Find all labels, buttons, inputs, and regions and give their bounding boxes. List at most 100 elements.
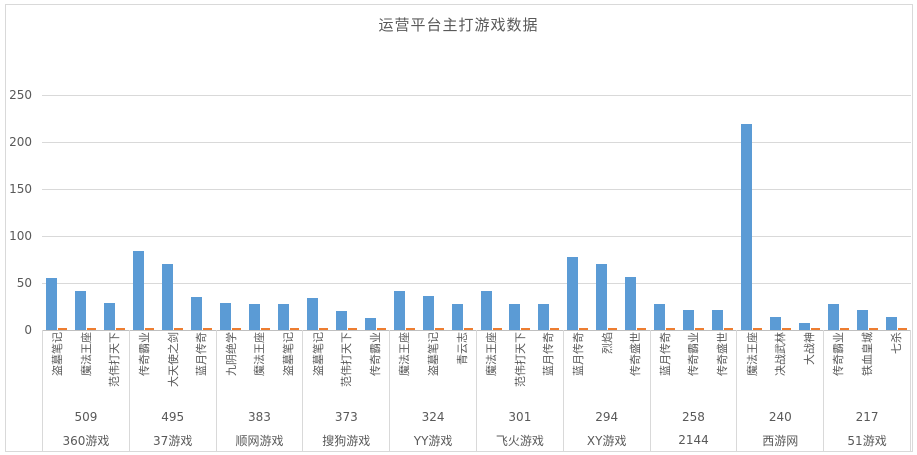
game-label-slot: 魔法王座 <box>72 330 101 405</box>
y-axis-tick-label: 50 <box>16 276 32 290</box>
platform-index-label: 294 <box>595 409 619 424</box>
x-axis-group: 魔法王座 决战武林 大战神 240 西游网 <box>736 330 823 452</box>
bar-group <box>390 95 477 330</box>
game-labels-row: 蓝月传奇 烈焰 传奇盛世 <box>564 330 650 405</box>
bar-blue <box>306 298 318 330</box>
game-label: 决战武林 <box>774 331 788 376</box>
game-labels-row: 传奇霸业 铁血皇城 七杀 <box>824 330 910 405</box>
bar-blue <box>509 304 521 330</box>
platform-index-label: 240 <box>768 409 792 424</box>
bar-pair-slot <box>245 95 274 330</box>
bar-pair-slot <box>795 95 824 330</box>
chart-title: 运营平台主打游戏数据 <box>378 16 539 34</box>
game-label: 传奇霸业 <box>832 331 846 376</box>
bar-blue <box>654 304 666 330</box>
bar-blue <box>190 297 202 330</box>
platform-index-label: 301 <box>508 409 532 424</box>
bar-blue <box>451 304 463 330</box>
bar-pair-slot <box>824 95 853 330</box>
game-label: 盗墓笔记 <box>282 331 296 376</box>
bar-orange <box>782 328 792 330</box>
platform-index-label: 373 <box>334 409 358 424</box>
game-label: 魔法王座 <box>79 331 93 376</box>
bar-group <box>737 95 824 330</box>
game-label: 范伟打天下 <box>513 331 527 387</box>
x-axis-group: 盗墓笔记 魔法王座 范伟打天下 509 360游戏 <box>42 330 129 452</box>
game-label: 烈焰 <box>600 331 614 354</box>
bar-pair-slot <box>332 95 361 330</box>
game-label: 传奇霸业 <box>687 331 701 376</box>
bar-groups <box>42 95 911 330</box>
game-label-slot: 烈焰 <box>592 330 621 405</box>
game-label-slot: 蓝月传奇 <box>564 330 593 405</box>
game-label-slot: 盗墓笔记 <box>43 330 72 405</box>
bar-blue <box>74 291 86 330</box>
bar-blue <box>422 296 434 330</box>
bar-group <box>42 95 129 330</box>
game-label-slot: 范伟打天下 <box>506 330 535 405</box>
bar-blue <box>480 291 492 330</box>
bar-blue <box>103 303 115 330</box>
game-labels-row: 盗墓笔记 魔法王座 范伟打天下 <box>43 330 129 405</box>
game-label-slot: 决战武林 <box>766 330 795 405</box>
bar-blue <box>393 291 405 330</box>
bar-orange <box>173 328 183 330</box>
bar-blue <box>538 304 550 330</box>
bar-pair-slot <box>650 95 679 330</box>
platform-name-label: 360游戏 <box>62 433 110 448</box>
bar-blue <box>364 318 376 330</box>
game-label-slot: 传奇霸业 <box>361 330 390 405</box>
y-axis-tick-label: 200 <box>9 135 32 149</box>
game-label: 九阴绝学 <box>224 331 238 376</box>
game-label: 传奇盛世 <box>716 331 730 376</box>
bar-pair-slot <box>71 95 100 330</box>
bar-orange <box>579 328 589 330</box>
bar-blue <box>741 124 753 330</box>
game-label-slot: 魔法王座 <box>477 330 506 405</box>
x-axis-group: 传奇霸业 铁血皇城 七杀 217 51游戏 <box>823 330 911 452</box>
game-label-slot: 魔法王座 <box>737 330 766 405</box>
x-axis-group: 魔法王座 盗墓笔记 青云志 324 YY游戏 <box>389 330 476 452</box>
platform-name-label: 顺网游戏 <box>235 433 284 448</box>
bar-orange <box>86 328 96 330</box>
bar-blue <box>886 317 898 330</box>
game-label: 大战神 <box>802 331 816 365</box>
bar-pair-slot <box>361 95 390 330</box>
bar-orange <box>637 328 647 330</box>
game-label: 盗墓笔记 <box>51 331 65 376</box>
bar-orange <box>260 328 270 330</box>
bar-pair-slot <box>448 95 477 330</box>
x-axis-group: 盗墓笔记 范伟打天下 传奇霸业 373 搜狗游戏 <box>302 330 389 452</box>
bar-blue <box>248 304 260 330</box>
bar-orange <box>202 328 212 330</box>
bar-orange <box>753 328 763 330</box>
game-label-slot: 魔法王座 <box>390 330 419 405</box>
gridline <box>42 95 911 96</box>
game-label-slot: 传奇盛世 <box>621 330 650 405</box>
game-label-slot: 铁血皇城 <box>853 330 882 405</box>
bar-pair-slot <box>737 95 766 330</box>
platform-name-label: 搜狗游戏 <box>322 433 371 448</box>
bar-blue <box>161 264 173 330</box>
bar-blue <box>712 310 724 330</box>
game-label-slot: 传奇霸业 <box>130 330 159 405</box>
bar-orange <box>840 328 850 330</box>
game-label: 魔法王座 <box>485 331 499 376</box>
bar-blue <box>857 310 869 330</box>
game-label-slot: 蓝月传奇 <box>187 330 216 405</box>
bar-pair-slot <box>303 95 332 330</box>
game-label-slot: 盗墓笔记 <box>274 330 303 405</box>
game-label-slot: 传奇霸业 <box>824 330 853 405</box>
game-labels-row: 魔法王座 范伟打天下 蓝月传奇 <box>477 330 563 405</box>
bar-orange <box>521 328 531 330</box>
bar-pair-slot <box>129 95 158 330</box>
game-labels-row: 魔法王座 盗墓笔记 青云志 <box>390 330 476 405</box>
bar-blue <box>683 310 695 330</box>
bar-pair-slot <box>274 95 303 330</box>
game-label: 范伟打天下 <box>340 331 354 387</box>
bar-pair-slot <box>534 95 563 330</box>
game-label: 青云志 <box>455 331 469 365</box>
bar-blue <box>799 323 811 330</box>
game-label: 魔法王座 <box>253 331 267 376</box>
